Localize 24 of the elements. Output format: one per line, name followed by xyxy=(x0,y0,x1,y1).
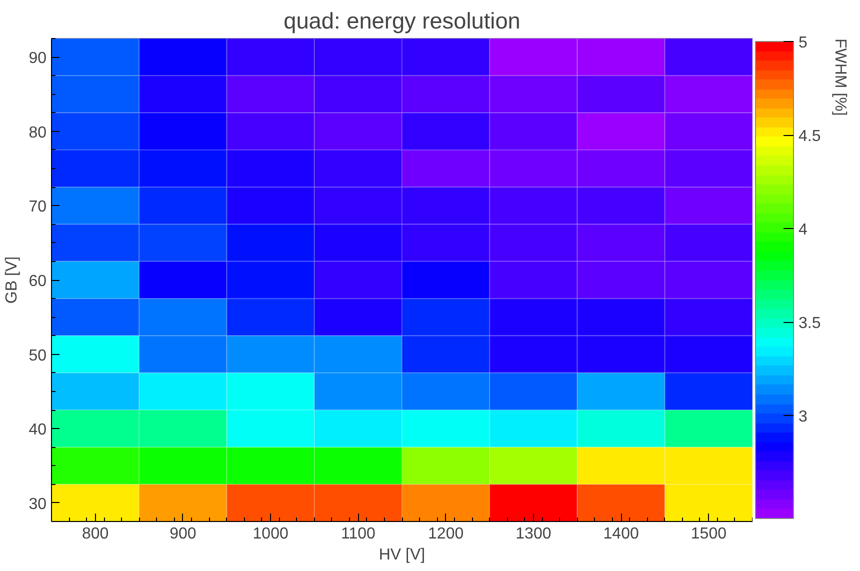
x-tick-label: 1200 xyxy=(428,526,464,542)
color-bar-label: 4.5 xyxy=(798,128,821,146)
y-axis-title: GB [V] xyxy=(4,256,21,304)
chart-title: quad: energy resolution xyxy=(284,8,520,34)
y-tick-label: 50 xyxy=(28,347,47,364)
y-tick-label: 80 xyxy=(28,124,47,142)
x-tick-label: 1100 xyxy=(340,526,376,542)
x-tick-label: 1500 xyxy=(690,526,727,542)
x-tick-label: 800 xyxy=(82,526,109,542)
color-bar-label: 4 xyxy=(798,222,808,239)
x-tick-label: 1400 xyxy=(603,526,639,542)
y-tick-label: 60 xyxy=(28,273,47,290)
x-tick-label: 1000 xyxy=(252,526,288,542)
x-tick-label: 1300 xyxy=(516,526,552,542)
y-tick-label: 70 xyxy=(28,198,47,216)
x-tick-label: 900 xyxy=(170,526,196,542)
y-tick-label: 30 xyxy=(28,496,47,513)
y-tick-label: 90 xyxy=(28,50,47,68)
color-bar-label: 3.5 xyxy=(798,315,821,332)
x-axis-title: HV [V] xyxy=(378,546,426,564)
color-bar-label: 5 xyxy=(798,34,808,52)
y-tick-label: 40 xyxy=(28,422,47,439)
color-bar-label: 3 xyxy=(798,408,808,426)
color-bar-title: FWHM [%] xyxy=(832,38,848,116)
